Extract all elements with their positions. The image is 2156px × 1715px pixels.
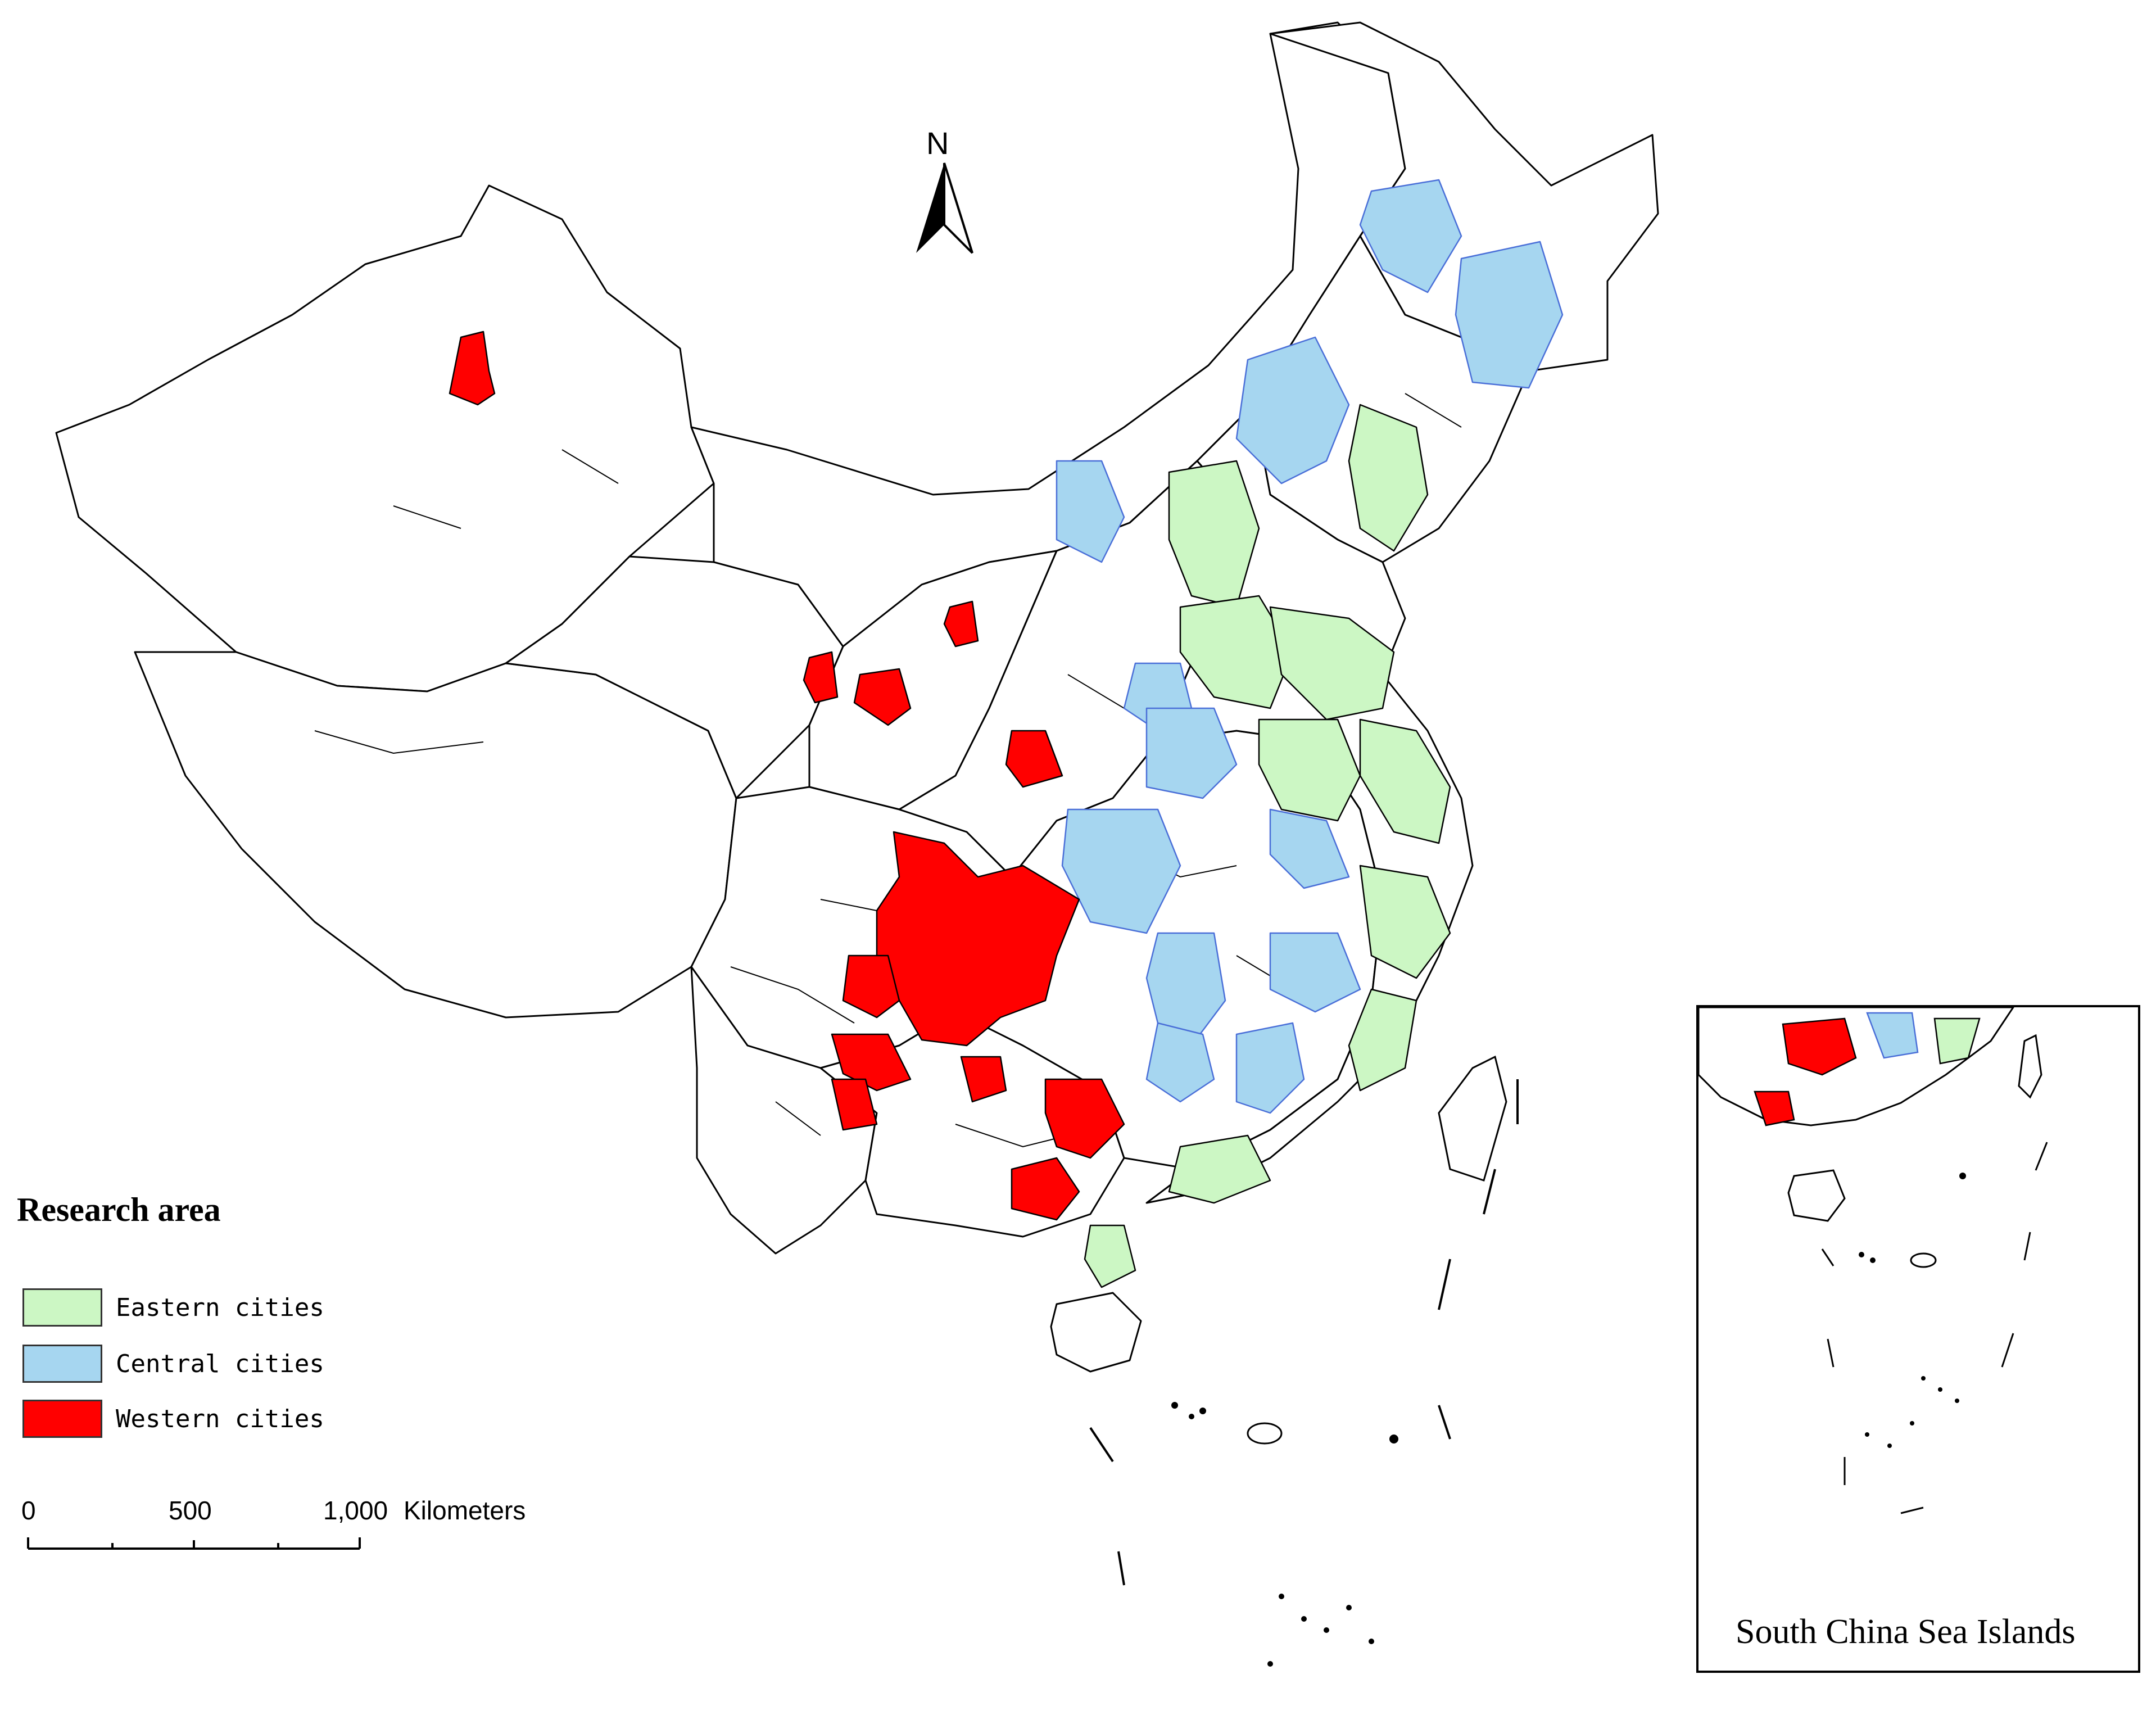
- scale-tick-0: 0: [21, 1496, 36, 1525]
- island-dot: [1301, 1616, 1307, 1622]
- eastern-city: [1269, 606, 1395, 721]
- scale-tick-500: 500: [169, 1496, 212, 1525]
- eastern-city: [1348, 404, 1429, 552]
- north-arrow-left: [916, 163, 944, 253]
- central-city: [1269, 808, 1350, 889]
- eastern-city: [1359, 865, 1451, 979]
- north-arrow-right: [943, 162, 973, 254]
- eastern-city: [1168, 1134, 1271, 1204]
- yunnan-region: [690, 966, 878, 1255]
- inset-small-island: [1910, 1252, 1937, 1268]
- central-city: [1455, 241, 1564, 389]
- inset-eastern-city: [1933, 1017, 1981, 1065]
- inset-dot: [1887, 1444, 1892, 1448]
- western-city: [853, 668, 912, 726]
- eastern-cities: [1084, 404, 1451, 1288]
- legend-item-central: Central cities: [22, 1343, 324, 1384]
- swatch-western: [22, 1400, 102, 1438]
- inset-dot: [1859, 1252, 1864, 1257]
- inset-svg: [1697, 1006, 2048, 1514]
- legend-label-eastern: Eastern cities: [116, 1293, 324, 1322]
- western-city: [876, 831, 1080, 1047]
- island-dot: [1369, 1639, 1374, 1644]
- taiwan-island: [1438, 1055, 1507, 1182]
- central-city: [1145, 707, 1238, 799]
- central-city: [1235, 1022, 1305, 1114]
- inset-caption: South China Sea Islands: [1736, 1613, 2076, 1651]
- western-city: [960, 1056, 1007, 1103]
- tibet-region: [134, 651, 737, 1019]
- inset-dot: [1938, 1387, 1942, 1392]
- island-dot: [1267, 1661, 1273, 1667]
- central-city: [1061, 808, 1181, 934]
- north-label: N: [926, 125, 949, 161]
- western-city: [831, 1078, 878, 1131]
- island-dot: [1324, 1627, 1329, 1633]
- legend-label-western: Western cities: [116, 1404, 324, 1433]
- western-city: [1044, 1078, 1125, 1159]
- central-city: [1056, 460, 1125, 563]
- legend-item-western: Western cities: [22, 1399, 324, 1439]
- western-city: [803, 651, 839, 704]
- island-dot: [1189, 1414, 1194, 1419]
- boundary-dash: [1089, 1079, 1519, 1586]
- island-dot: [1389, 1435, 1398, 1444]
- scale-unit: Kilometers: [404, 1496, 526, 1525]
- legend-title: Research area: [17, 1191, 221, 1228]
- eastern-city: [1179, 595, 1294, 709]
- central-city: [1359, 179, 1462, 293]
- island-dot: [1171, 1402, 1178, 1409]
- inset-dot: [1865, 1432, 1869, 1437]
- western-cities: [449, 331, 1125, 1221]
- inset-dot: [1910, 1421, 1914, 1426]
- inset-dot: [1955, 1399, 1959, 1403]
- western-city: [1005, 730, 1063, 788]
- legend-item-eastern: Eastern cities: [22, 1287, 324, 1328]
- island-dots: [1171, 1402, 1398, 1667]
- inset-dashes: [1821, 1142, 2048, 1514]
- inset-island-dots: [1859, 1173, 1966, 1448]
- central-city: [1269, 932, 1361, 1013]
- central-cities: [1056, 179, 1564, 1114]
- inset-central-city: [1866, 1012, 1919, 1059]
- small-island: [1247, 1422, 1283, 1445]
- inset-dot: [1870, 1257, 1876, 1263]
- island-dot: [1279, 1594, 1284, 1599]
- inset-western-city: [1782, 1017, 1857, 1076]
- scale-bar: [27, 1537, 361, 1550]
- eastern-city: [1359, 718, 1451, 844]
- eastern-city: [1348, 988, 1417, 1092]
- eastern-city: [1084, 1224, 1136, 1288]
- north-arrow: [916, 162, 973, 254]
- inset-dash: [1821, 1142, 2048, 1514]
- inset-map: [1696, 1005, 2140, 1673]
- legend-label-central: Central cities: [116, 1349, 324, 1378]
- western-city: [842, 954, 900, 1019]
- south-sea-marks: [1089, 1079, 1519, 1586]
- central-city: [1145, 1022, 1215, 1103]
- western-city: [1011, 1157, 1080, 1221]
- scale-tick-1000: 1,000: [323, 1496, 388, 1525]
- inset-western-city: [1754, 1090, 1795, 1126]
- hainan-island: [1050, 1292, 1142, 1373]
- island-dot: [1346, 1605, 1352, 1610]
- western-city: [449, 331, 496, 406]
- western-city: [943, 600, 979, 648]
- inset-dot: [1921, 1376, 1926, 1381]
- inset-taiwan: [2018, 1034, 2042, 1099]
- scale-line: [27, 1537, 361, 1550]
- swatch-central: [22, 1345, 102, 1383]
- island-dot: [1199, 1408, 1206, 1414]
- swatch-eastern: [22, 1288, 102, 1327]
- western-city: [831, 1033, 912, 1092]
- eastern-city: [1258, 718, 1361, 822]
- central-city: [1235, 336, 1350, 485]
- inset-hainan: [1787, 1169, 1846, 1222]
- inset-dot: [1959, 1173, 1966, 1179]
